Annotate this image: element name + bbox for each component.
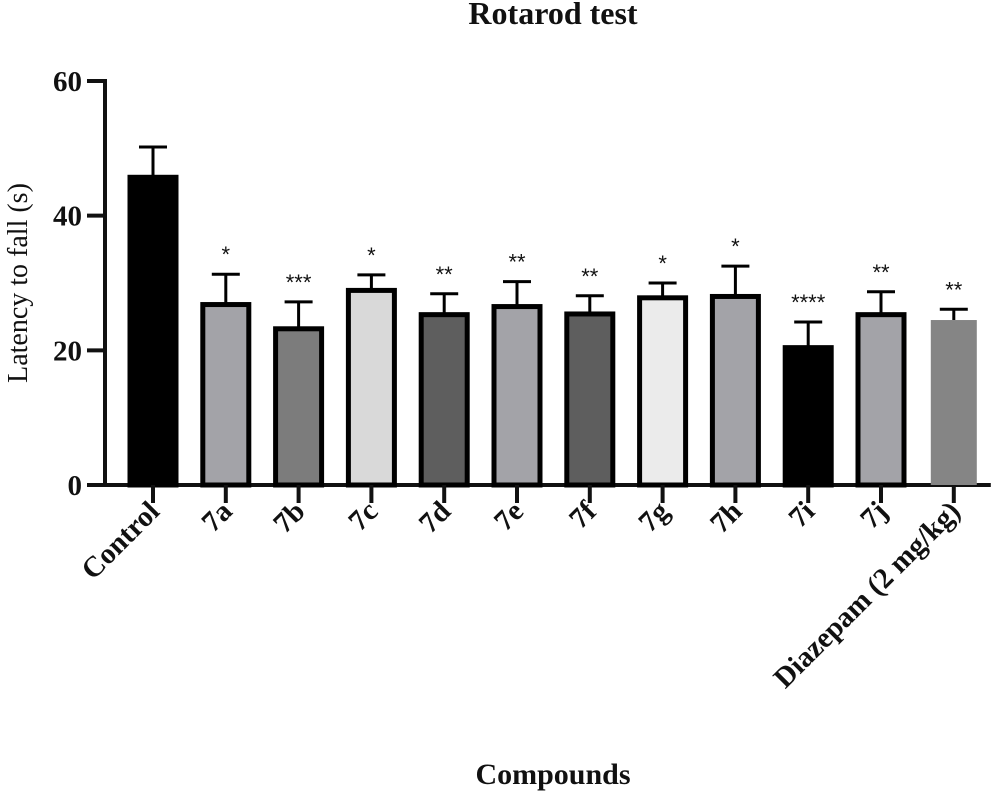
y-tick-label: 0	[68, 470, 83, 502]
significance-label: **	[945, 277, 963, 302]
bar	[564, 311, 616, 488]
bar	[491, 304, 543, 488]
bar	[418, 312, 470, 488]
bars: ******* **************	[127, 145, 977, 488]
bar	[127, 174, 179, 488]
x-tick-label: 7b	[267, 495, 311, 539]
bar	[637, 295, 689, 488]
bar	[709, 293, 761, 488]
bar	[200, 302, 252, 488]
significance-label: **	[508, 250, 526, 275]
significance-label: *	[731, 234, 740, 259]
x-tick-label: 7i	[783, 495, 822, 534]
x-tick-label: Control	[75, 495, 166, 586]
y-tick-label: 40	[53, 201, 82, 233]
x-tick-label: 7c	[342, 495, 384, 537]
x-tick-label: 7h	[704, 495, 748, 539]
chart-title: Rotarod test	[468, 0, 638, 31]
y-tick-label: 60	[53, 66, 82, 98]
bar	[782, 345, 834, 488]
significance-label: *	[367, 243, 376, 268]
significance-label: ****	[791, 290, 826, 315]
y-ticks: 0 20 40 60	[53, 66, 105, 502]
x-tick-label: 7g	[632, 495, 675, 538]
y-axis-label: Latency to fall (s)	[3, 183, 34, 383]
x-tick-label: 7f	[563, 495, 603, 535]
significance-label: **	[872, 260, 890, 285]
x-tick-label: 7a	[196, 495, 239, 538]
significance-label: **	[436, 262, 454, 287]
x-tick-label: 7e	[488, 495, 530, 537]
x-tick-label: 7d	[413, 495, 457, 539]
significance-label: *	[222, 242, 231, 267]
bar	[930, 320, 977, 485]
bar	[345, 287, 397, 488]
significance-label: *	[658, 251, 667, 276]
significance-label: ***	[286, 270, 312, 295]
x-axis-label: Compounds	[475, 758, 630, 791]
significance-label: **	[581, 264, 599, 289]
bar	[855, 312, 907, 488]
x-tick-label: 7j	[854, 495, 894, 535]
bar	[273, 326, 325, 488]
y-tick-label: 20	[53, 335, 82, 367]
